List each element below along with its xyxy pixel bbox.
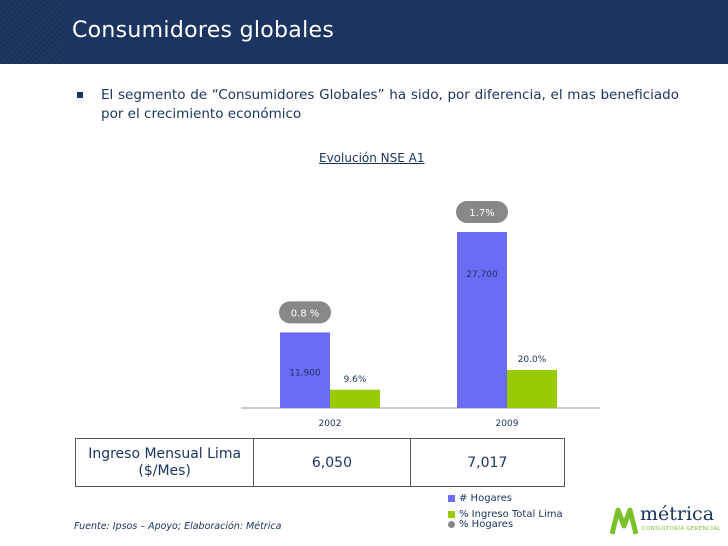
slide-title: Consumidores globales bbox=[72, 18, 335, 43]
data-label-pct-hogares-2002: 0.8 % bbox=[291, 308, 320, 319]
x-tick-label-2002: 2002 bbox=[319, 419, 342, 429]
data-label-ingreso-2009: 20.0% bbox=[518, 355, 547, 365]
bar-ingreso-2002 bbox=[330, 389, 380, 408]
income-value-2009: 7,017 bbox=[409, 439, 564, 486]
income-label-line1: Ingreso Mensual Lima bbox=[88, 445, 242, 462]
legend-item-hogares: # Hogares bbox=[448, 491, 563, 505]
data-label-hogares-2002: 11,900 bbox=[289, 368, 321, 378]
income-value-2002: 6,050 bbox=[311, 454, 352, 471]
bullet-text: El segmento de “Consumidores Globales” h… bbox=[101, 87, 679, 122]
x-tick-label-2009: 2009 bbox=[496, 419, 519, 429]
legend-label-ingreso: % Ingreso Total Lima bbox=[459, 508, 563, 520]
legend-swatch-ingreso bbox=[448, 510, 455, 518]
chart-legend: # Hogares % Ingreso Total Lima % Hogares bbox=[448, 491, 563, 533]
bar-hogares-2002 bbox=[280, 332, 330, 408]
data-label-hogares-2009: 27,700 bbox=[466, 270, 498, 280]
legend-item-pct-hogares: % Hogares bbox=[448, 517, 563, 531]
legend-label-pct-hogares: % Hogares bbox=[459, 518, 514, 530]
bar-hogares-2009 bbox=[457, 232, 507, 408]
logo-name: métrica bbox=[640, 503, 715, 525]
data-label-ingreso-2002: 9.6% bbox=[344, 375, 367, 385]
data-label-pct-hogares-2009: 1.7% bbox=[469, 208, 494, 219]
bubble-pct-hogares-2002 bbox=[279, 301, 331, 324]
title-bar: Consumidores globales bbox=[0, 0, 728, 64]
bubble-pct-hogares-2009 bbox=[456, 201, 508, 223]
bullet-icon bbox=[77, 92, 83, 98]
legend-swatch-hogares bbox=[448, 494, 455, 502]
bar-ingreso-2009 bbox=[507, 370, 557, 408]
income-table-label: Ingreso Mensual Lima ($/Mes) bbox=[76, 439, 255, 486]
chart-title: Evolución NSE A1 bbox=[319, 151, 425, 165]
title-bar-pattern bbox=[0, 0, 64, 64]
income-label-line2: ($/Mes) bbox=[138, 462, 191, 479]
metrica-logo-icon bbox=[610, 507, 639, 535]
income-table: Ingreso Mensual Lima ($/Mes) 6,050 7,017 bbox=[75, 438, 565, 487]
legend-label-hogares: # Hogares bbox=[459, 492, 512, 504]
logo-subtitle: CONSULTORÍA GERENCIAL bbox=[642, 526, 721, 532]
legend-item-ingreso: % Ingreso Total Lima bbox=[448, 507, 563, 521]
legend-dot-pct-hogares bbox=[448, 520, 455, 528]
source-note: Fuente: Ipsos – Apoyo; Elaboración: Métr… bbox=[74, 521, 282, 532]
